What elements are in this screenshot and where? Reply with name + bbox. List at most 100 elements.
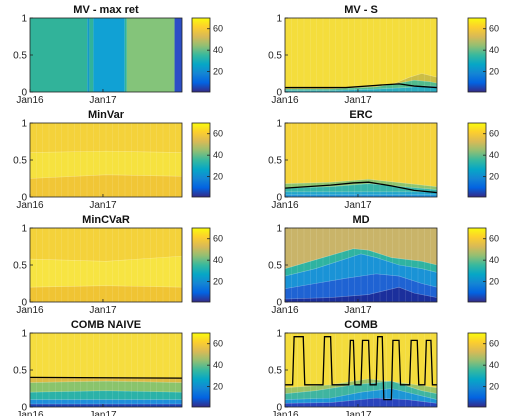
- chart-title: MinCVaR: [82, 214, 130, 226]
- y-tick-label: 0.5: [268, 366, 282, 377]
- colorbar-tick-label: 60: [213, 234, 223, 244]
- weight-line: [285, 181, 437, 194]
- weight-line: [30, 376, 182, 379]
- chart-panel: MinVar 0 0.5 1 Jan16 Jan17 20 40 60: [13, 109, 223, 211]
- colorbar-fill: [467, 332, 487, 408]
- chart-panel: MinCVaR 0 0.5 1 Jan16 Jan17 20 40 60: [13, 214, 223, 316]
- y-tick-label: 0.5: [268, 261, 282, 272]
- chart-title: ERC: [349, 109, 372, 121]
- weight-block: [87, 18, 90, 92]
- weight-line: [285, 336, 437, 401]
- y-tick-label: 0.5: [268, 156, 282, 167]
- y-tick-label: 0: [21, 403, 27, 414]
- colorbar-tick-label: 60: [213, 129, 223, 139]
- colorbar-tick-label: 60: [489, 339, 499, 349]
- colorbar-fill: [191, 17, 211, 93]
- y-tick-label: 0: [21, 88, 27, 99]
- colorbar: 20 40 60: [467, 332, 499, 408]
- y-tick-label: 1: [21, 224, 27, 235]
- colorbar-tick-label: 20: [489, 382, 499, 392]
- y-tick-label: 1: [276, 329, 282, 340]
- colorbar-fill: [191, 227, 211, 303]
- chart-title: MinVar: [88, 109, 125, 121]
- weight-block: [30, 18, 88, 92]
- plot-area: [285, 333, 437, 407]
- chart-title: MD: [352, 214, 369, 226]
- weight-band: [285, 85, 437, 92]
- chart-panel: MV - max ret 0 0.5 1 Jan16 Jan17 20 40 60: [13, 4, 223, 106]
- weight-block: [89, 18, 94, 92]
- weight-block: [93, 18, 125, 92]
- chart-panel: ERC 0 0.5 1 Jan16 Jan17 20 40 60: [268, 109, 499, 211]
- weight-band: [30, 285, 182, 302]
- y-tick-label: 0: [276, 298, 282, 309]
- colorbar-tick-label: 40: [489, 150, 499, 160]
- plot-area: [285, 123, 437, 197]
- x-tick-label: Jan16: [271, 95, 299, 106]
- plot-area: [30, 333, 182, 407]
- weight-band: [285, 194, 437, 197]
- colorbar-tick-label: 60: [213, 339, 223, 349]
- weight-band: [30, 174, 182, 197]
- x-tick-label: Jan16: [271, 305, 299, 316]
- y-tick-label: 0: [276, 193, 282, 204]
- y-tick-label: 0: [276, 403, 282, 414]
- chart-title: MV - max ret: [73, 4, 139, 16]
- colorbar-tick-label: 20: [213, 172, 223, 182]
- x-tick-label: Jan16: [271, 200, 299, 211]
- colorbar-tick-label: 40: [489, 360, 499, 370]
- y-tick-label: 0.5: [13, 51, 27, 62]
- x-tick-label: Jan17: [344, 305, 372, 316]
- colorbar: 20 40 60: [467, 122, 499, 198]
- colorbar: 20 40 60: [191, 227, 223, 303]
- y-tick-label: 1: [276, 14, 282, 25]
- chart-panel: COMB 0 0.5 1 Jan16 Jan17 20 40 60: [268, 319, 499, 416]
- weight-band: [30, 403, 182, 407]
- colorbar: 20 40 60: [467, 17, 499, 93]
- weight-line: [285, 83, 437, 89]
- x-tick-label: Jan17: [344, 410, 372, 416]
- x-tick-label: Jan16: [16, 95, 44, 106]
- colorbar: 20 40 60: [191, 332, 223, 408]
- colorbar-tick-label: 40: [213, 360, 223, 370]
- colorbar: 20 40 60: [191, 17, 223, 93]
- colorbar-tick-label: 20: [213, 277, 223, 287]
- colorbar-fill: [467, 122, 487, 198]
- y-tick-label: 1: [21, 119, 27, 130]
- colorbar-tick-label: 60: [489, 24, 499, 34]
- plot-area: [285, 18, 437, 92]
- colorbar-tick-label: 60: [489, 129, 499, 139]
- y-tick-label: 1: [276, 119, 282, 130]
- plot-area: [30, 123, 182, 197]
- colorbar-tick-label: 40: [213, 150, 223, 160]
- x-tick-label: Jan16: [16, 200, 44, 211]
- chart-title: COMB: [344, 319, 378, 331]
- colorbar-fill: [191, 332, 211, 408]
- x-tick-label: Jan16: [271, 410, 299, 416]
- colorbar-tick-label: 20: [489, 172, 499, 182]
- chart-title: MV - S: [344, 4, 378, 16]
- y-tick-label: 0: [276, 88, 282, 99]
- x-tick-label: Jan17: [344, 200, 372, 211]
- colorbar: 20 40 60: [191, 122, 223, 198]
- colorbar-tick-label: 40: [213, 255, 223, 265]
- colorbar-tick-label: 40: [489, 255, 499, 265]
- y-tick-label: 1: [21, 329, 27, 340]
- weight-block: [174, 18, 182, 92]
- x-tick-label: Jan16: [16, 410, 44, 416]
- x-tick-label: Jan17: [89, 410, 117, 416]
- y-tick-label: 0.5: [13, 261, 27, 272]
- weight-block: [126, 18, 175, 92]
- colorbar-fill: [467, 227, 487, 303]
- y-tick-label: 0.5: [268, 51, 282, 62]
- weight-band: [285, 286, 437, 302]
- x-tick-label: Jan17: [89, 200, 117, 211]
- x-tick-label: Jan16: [16, 305, 44, 316]
- chart-title: COMB NAIVE: [71, 319, 141, 331]
- x-tick-label: Jan17: [89, 95, 117, 106]
- y-tick-label: 1: [276, 224, 282, 235]
- x-tick-label: Jan17: [89, 305, 117, 316]
- colorbar-tick-label: 20: [213, 67, 223, 77]
- chart-panel: MD 0 0.5 1 Jan16 Jan17 20 40 60: [268, 214, 499, 316]
